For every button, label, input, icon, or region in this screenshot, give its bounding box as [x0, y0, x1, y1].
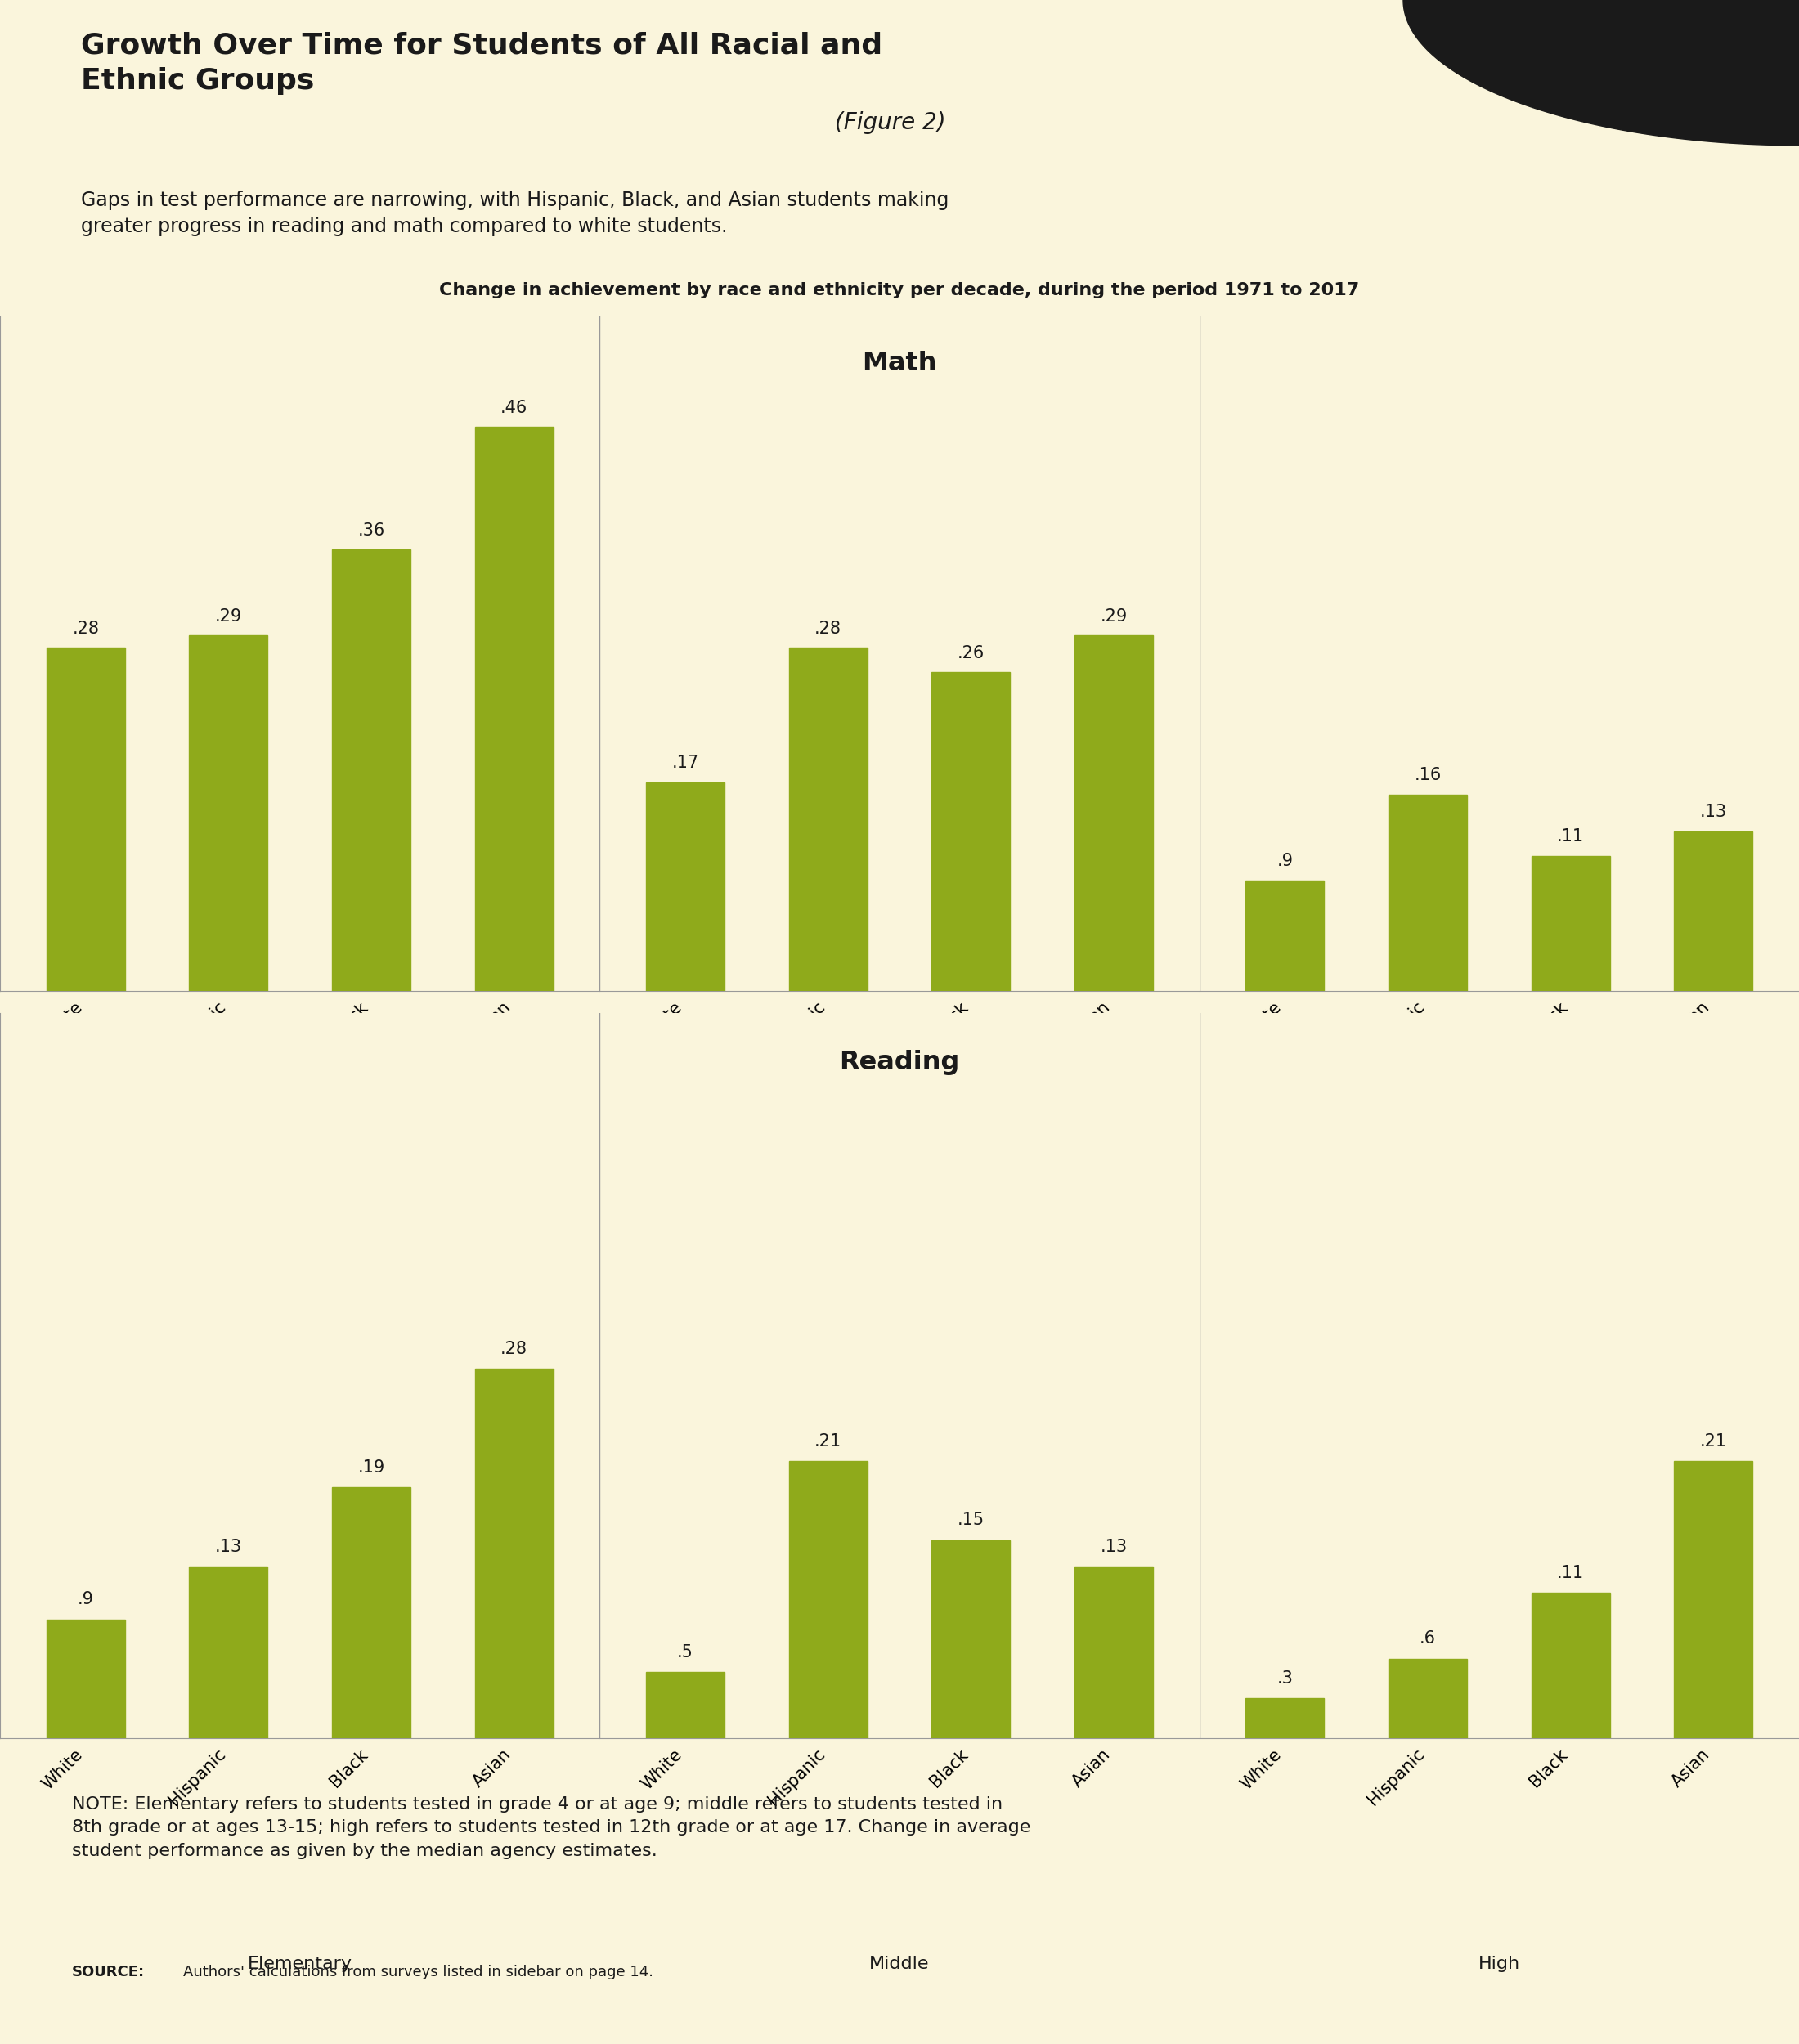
Text: .11: .11 [1556, 828, 1585, 844]
Text: High: High [1479, 1956, 1520, 1972]
Bar [1389, 795, 1466, 991]
Text: .21: .21 [1700, 1433, 1727, 1449]
Bar [189, 636, 268, 991]
Bar [1245, 1699, 1324, 1737]
Text: Growth Over Time for Students of All Racial and
Ethnic Groups: Growth Over Time for Students of All Rac… [81, 33, 883, 94]
Text: .3: .3 [1277, 1670, 1293, 1686]
Bar [788, 1461, 867, 1737]
Bar [1389, 1660, 1466, 1737]
Bar [333, 1488, 410, 1737]
Text: Gaps in test performance are narrowing, with Hispanic, Black, and Asian students: Gaps in test performance are narrowing, … [81, 190, 948, 237]
Text: .28: .28 [815, 619, 842, 636]
Text: .13: .13 [214, 1539, 243, 1555]
Text: .13: .13 [1101, 1539, 1128, 1555]
Bar [475, 1369, 554, 1737]
Bar [932, 1541, 1011, 1737]
Bar [47, 1619, 124, 1737]
Text: Middle: Middle [869, 1956, 930, 1972]
Text: .46: .46 [500, 401, 527, 417]
Bar [1675, 832, 1752, 991]
Bar [646, 1672, 725, 1737]
Bar [932, 672, 1011, 991]
Bar [1675, 1461, 1752, 1737]
Text: .11: .11 [1556, 1566, 1585, 1582]
Text: Elementary: Elementary [248, 1194, 353, 1210]
Text: Reading: Reading [840, 1049, 959, 1075]
Bar [788, 648, 867, 991]
Text: High: High [1479, 1194, 1520, 1210]
Bar [475, 427, 554, 991]
Polygon shape [1403, 0, 1799, 145]
Text: .36: .36 [358, 521, 385, 538]
Bar [1245, 881, 1324, 991]
Text: Change in achievement by race and ethnicity per decade, during the period 1971 t: Change in achievement by race and ethnic… [439, 282, 1360, 298]
Text: .9: .9 [77, 1590, 94, 1607]
Text: .26: .26 [957, 644, 984, 660]
Text: Math: Math [862, 350, 937, 376]
Text: Authors' calculations from surveys listed in sidebar on page 14.: Authors' calculations from surveys liste… [183, 1964, 653, 1981]
Text: (Figure 2): (Figure 2) [828, 110, 946, 135]
Bar [1074, 636, 1153, 991]
Text: Middle: Middle [869, 1194, 930, 1210]
Bar [1531, 856, 1610, 991]
Text: .9: .9 [1277, 852, 1293, 869]
Text: .28: .28 [500, 1341, 527, 1357]
Bar [646, 783, 725, 991]
Text: Elementary: Elementary [248, 1956, 353, 1972]
Text: SOURCE:: SOURCE: [72, 1964, 146, 1981]
Bar [189, 1566, 268, 1737]
Text: .5: .5 [676, 1643, 693, 1660]
Text: .16: .16 [1414, 766, 1441, 783]
Bar [47, 648, 124, 991]
Bar [1531, 1592, 1610, 1737]
Text: .21: .21 [815, 1433, 842, 1449]
Text: .28: .28 [72, 619, 99, 636]
Text: .29: .29 [1099, 607, 1128, 623]
Text: .29: .29 [214, 607, 243, 623]
Text: .19: .19 [358, 1459, 385, 1476]
Text: .17: .17 [671, 754, 698, 771]
Bar [1074, 1566, 1153, 1737]
Text: NOTE: Elementary refers to students tested in grade 4 or at age 9; middle refers: NOTE: Elementary refers to students test… [72, 1797, 1031, 1860]
Text: .6: .6 [1419, 1631, 1436, 1647]
Text: .13: .13 [1700, 803, 1727, 820]
Bar [333, 550, 410, 991]
Text: .15: .15 [957, 1513, 984, 1529]
